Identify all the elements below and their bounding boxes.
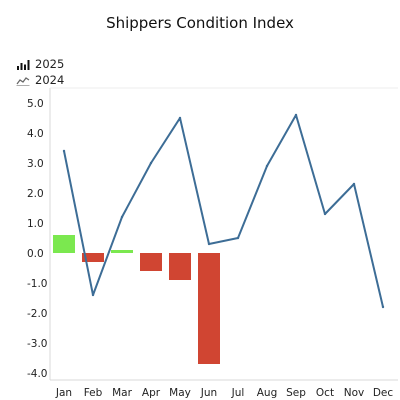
- point-2024-dec[interactable]: [381, 305, 385, 309]
- bar-2025-jan[interactable]: [53, 235, 75, 253]
- bar-chart-icon: [17, 59, 30, 70]
- legend-item-2024[interactable]: 2024: [16, 72, 64, 88]
- point-2024-mar[interactable]: [120, 215, 124, 219]
- bar-2025-feb[interactable]: [82, 253, 104, 262]
- y-tick-label: -3.0: [27, 338, 48, 350]
- y-tick-label: -2.0: [27, 308, 48, 320]
- point-2024-jul[interactable]: [236, 236, 240, 240]
- y-tick-label: 5.0: [27, 98, 44, 110]
- point-2024-sep[interactable]: [294, 113, 298, 117]
- x-tick-label: Jan: [55, 387, 72, 399]
- y-tick-label: -4.0: [27, 368, 48, 380]
- point-2024-nov[interactable]: [352, 182, 356, 186]
- point-2024-aug[interactable]: [265, 164, 269, 168]
- line-chart-icon: [16, 76, 30, 86]
- x-tick-label: May: [169, 387, 191, 399]
- x-tick-label: Oct: [316, 387, 334, 399]
- x-tick-label: Apr: [142, 387, 161, 399]
- x-tick-label: Feb: [84, 387, 103, 399]
- line-series-2024[interactable]: [63, 114, 384, 308]
- legend: 2025 2024: [16, 56, 64, 88]
- y-tick-label: 4.0: [27, 128, 44, 140]
- x-tick-label: Jul: [231, 387, 245, 399]
- y-tick-label: 0.0: [27, 248, 44, 260]
- legend-item-2025[interactable]: 2025: [16, 56, 64, 72]
- bar-2025-apr[interactable]: [140, 253, 162, 271]
- y-tick-label: 2.0: [27, 188, 44, 200]
- point-2024-apr[interactable]: [149, 161, 153, 165]
- x-tick-label: Nov: [344, 387, 365, 399]
- x-tick-label: Aug: [257, 387, 278, 399]
- bar-2025-may[interactable]: [169, 253, 191, 280]
- y-tick-label: 1.0: [27, 218, 44, 230]
- point-2024-feb[interactable]: [91, 293, 95, 297]
- bar-2025-jun[interactable]: [198, 253, 220, 364]
- x-tick-label: Mar: [112, 387, 132, 399]
- point-2024-oct[interactable]: [323, 212, 327, 216]
- y-tick-label: 3.0: [27, 158, 44, 170]
- chart-title: Shippers Condition Index: [106, 14, 294, 32]
- legend-label-2025: 2025: [35, 57, 65, 71]
- point-2024-jun[interactable]: [207, 242, 211, 246]
- x-tick-label: Dec: [373, 387, 394, 399]
- x-tick-label: Sep: [286, 387, 306, 399]
- x-tick-label: Jun: [200, 387, 217, 399]
- y-tick-label: -1.0: [27, 278, 48, 290]
- legend-label-2024: 2024: [35, 73, 65, 87]
- point-2024-may[interactable]: [178, 116, 182, 120]
- bar-2025-mar[interactable]: [111, 250, 133, 253]
- point-2024-jan[interactable]: [62, 149, 66, 153]
